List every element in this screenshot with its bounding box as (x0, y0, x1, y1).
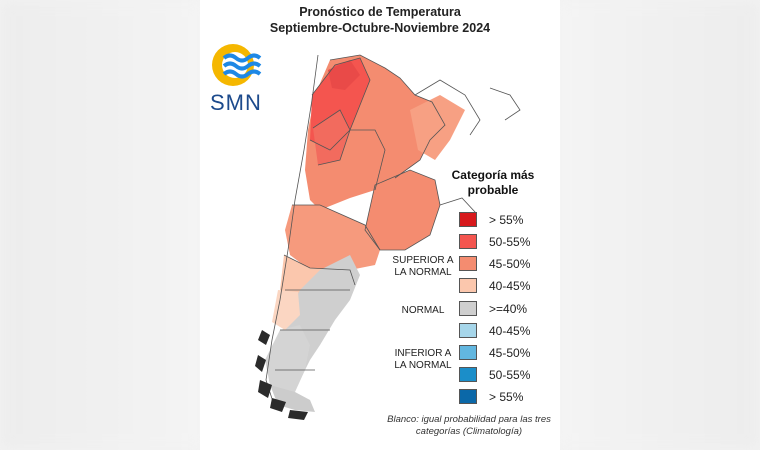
blurred-background-left (0, 0, 205, 450)
smn-logo-text: SMN (210, 90, 262, 115)
legend-swatch (459, 323, 477, 338)
legend-label: > 55% (489, 390, 524, 404)
legend-item: > 55% (459, 388, 559, 406)
legend-swatch (459, 301, 477, 316)
legend-swatch (459, 389, 477, 404)
province-boundaries (275, 54, 446, 371)
legend-label: 45-50% (489, 346, 531, 360)
blurred-background-right (555, 0, 760, 450)
category-superior: SUPERIOR A LA NORMAL (392, 255, 454, 278)
legend-item: 50-55% (459, 233, 559, 251)
legend-label: 40-45% (489, 324, 531, 338)
map-period: Septiembre-Octubre-Noviembre 2024 (269, 21, 491, 35)
chile-islands (255, 330, 308, 420)
footnote: Blanco: igual probabilidad para las tres… (387, 414, 551, 437)
category-inferior: INFERIOR A LA NORMAL (394, 348, 452, 371)
legend-title: Categoría más probable (451, 168, 535, 197)
legend-label: >=40% (489, 302, 528, 316)
legend-label: 40-45% (489, 279, 531, 293)
legend-item: 50-55% (459, 366, 559, 384)
argentina-map (212, 44, 521, 420)
region-north (305, 55, 465, 250)
sun-waves-icon (212, 44, 262, 86)
legend-item: 40-45% (459, 277, 559, 295)
legend-swatch (459, 256, 477, 271)
legend-label: 45-50% (489, 257, 531, 271)
region-patagonia (265, 255, 360, 412)
legend-item: >=40% (459, 300, 559, 318)
category-normal: NORMAL (401, 305, 445, 316)
legend-swatch (459, 212, 477, 227)
legend-item: 45-50% (459, 255, 559, 273)
legend-label: 50-55% (489, 368, 531, 382)
map-title: Pronóstico de Temperatura (299, 5, 461, 19)
legend-item: 40-45% (459, 322, 559, 340)
legend-swatch (459, 345, 477, 360)
legend-item: > 55% (459, 211, 559, 229)
legend-swatch (459, 367, 477, 382)
legend-swatch (459, 234, 477, 249)
legend-label: > 55% (489, 213, 524, 227)
forecast-card: Pronóstico de Temperatura Septiembre-Oct… (200, 0, 560, 450)
legend-item: 45-50% (459, 344, 559, 362)
legend-swatch (459, 278, 477, 293)
legend-label: 50-55% (489, 235, 531, 249)
